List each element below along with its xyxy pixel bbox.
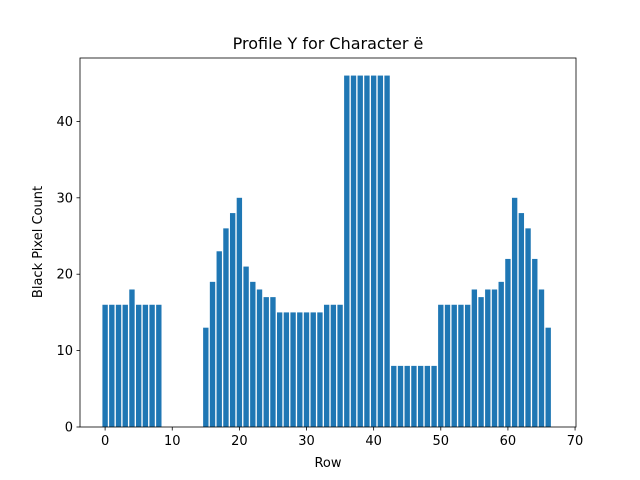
x-tick-label: 10 <box>164 434 181 449</box>
bar <box>491 289 498 427</box>
bar <box>538 289 545 427</box>
bar <box>129 289 135 427</box>
bar <box>411 365 417 427</box>
bar <box>525 228 531 427</box>
bar <box>102 304 108 427</box>
bar <box>464 304 471 427</box>
bar <box>444 304 451 427</box>
bar <box>377 75 384 428</box>
bar <box>209 281 216 427</box>
bar <box>317 312 323 427</box>
bar <box>142 304 149 427</box>
bar <box>229 213 236 427</box>
bar <box>149 304 155 427</box>
bar <box>216 251 222 427</box>
bar <box>364 75 370 428</box>
x-tick-label: 20 <box>231 434 248 449</box>
chart-title: Profile Y for Character ë <box>233 34 424 53</box>
bar <box>384 75 390 428</box>
bar <box>330 304 337 427</box>
bar <box>236 197 243 427</box>
x-tick-label: 60 <box>500 434 517 449</box>
bar <box>290 312 296 427</box>
bar <box>545 327 551 427</box>
bar <box>532 258 538 427</box>
y-tick-label: 20 <box>56 268 73 283</box>
bar <box>223 228 229 427</box>
x-tick-label: 30 <box>298 434 315 449</box>
bar <box>518 213 525 427</box>
bar <box>424 365 431 427</box>
bar <box>471 289 478 427</box>
y-tick-label: 0 <box>65 421 73 436</box>
bar <box>283 312 290 427</box>
bar <box>498 281 504 427</box>
bar <box>438 304 444 427</box>
bar <box>109 304 115 427</box>
x-tick-label: 70 <box>567 434 584 449</box>
bar <box>451 304 457 427</box>
bar <box>417 365 424 427</box>
plot-frame <box>79 57 577 428</box>
bar <box>350 75 357 428</box>
bar <box>276 312 283 427</box>
y-tick-label: 30 <box>56 191 73 206</box>
bar <box>297 312 303 427</box>
bar <box>511 197 518 427</box>
bar <box>156 304 162 427</box>
bar <box>344 75 350 428</box>
bar <box>478 297 484 427</box>
bar <box>458 304 464 427</box>
bar <box>431 365 437 427</box>
bar <box>357 75 363 428</box>
bar <box>485 289 491 427</box>
bar <box>310 312 316 427</box>
x-axis-label: Row <box>314 456 341 471</box>
bar <box>505 258 511 427</box>
bar <box>122 304 128 427</box>
bar <box>250 281 256 427</box>
bar <box>397 365 404 427</box>
bar <box>370 75 377 428</box>
y-axis-label: Black Pixel Count <box>31 186 46 298</box>
y-tick-label: 10 <box>56 344 73 359</box>
y-tick-label: 40 <box>56 115 73 130</box>
bar <box>263 297 269 427</box>
bar <box>404 365 410 427</box>
bar <box>323 304 330 427</box>
bar <box>115 304 122 427</box>
bar <box>243 266 249 427</box>
bar <box>303 312 310 427</box>
bar <box>256 289 263 427</box>
bar <box>203 327 209 427</box>
x-tick-label: 50 <box>433 434 450 449</box>
bar <box>135 304 142 427</box>
bar <box>270 297 276 427</box>
bar <box>337 304 343 427</box>
x-tick-label: 0 <box>101 434 109 449</box>
bar <box>391 365 397 427</box>
x-tick-label: 40 <box>365 434 382 449</box>
